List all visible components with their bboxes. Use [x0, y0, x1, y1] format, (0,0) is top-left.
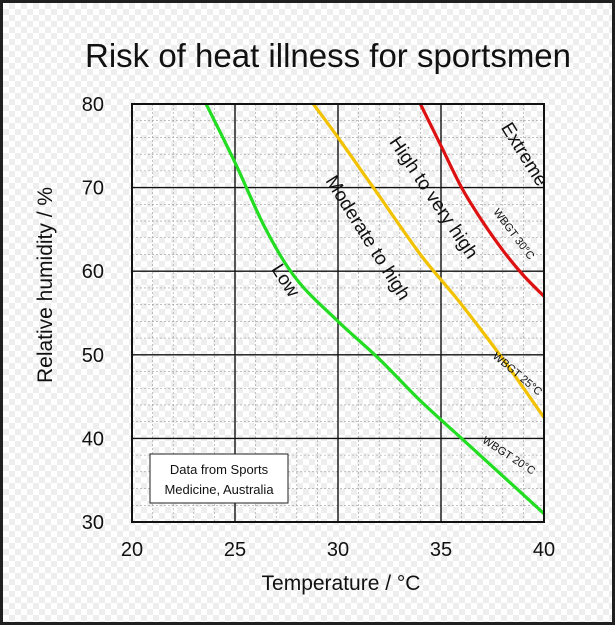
y-tick-label: 70 [82, 178, 104, 200]
y-axis-label: Relative humidity / % [34, 187, 57, 383]
heat-illness-chart: Risk of heat illness for sportsmen Tempe… [34, 37, 571, 595]
zone-label: Low [267, 260, 304, 301]
x-tick-label: 25 [224, 539, 246, 561]
tick-labels: 20 25 30 35 40 30 40 50 60 70 80 [82, 94, 555, 561]
wbgt-curve [204, 104, 544, 516]
wbgt-curve [418, 104, 544, 298]
source-note-line-2: Medicine, Australia [164, 482, 274, 497]
y-tick-label: 80 [82, 94, 104, 116]
major-grid [132, 104, 544, 522]
x-tick-label: 35 [430, 539, 452, 561]
wbgt-curves [204, 104, 544, 516]
zone-label: Moderate to high [321, 172, 414, 304]
y-tick-label: 60 [82, 261, 104, 283]
wbgt-curve-label: WBGT 30°C [490, 207, 536, 263]
source-note-line-1: Data from Sports [170, 462, 269, 477]
source-note-box [149, 453, 289, 504]
wbgt-curve-label: WBGT 25°C [490, 350, 544, 398]
x-tick-label: 40 [533, 539, 555, 561]
x-tick-label: 30 [327, 539, 349, 561]
y-tick-label: 50 [82, 345, 104, 367]
y-tick-label: 40 [82, 428, 104, 450]
chart-frame: Risk of heat illness for sportsmen Tempe… [3, 3, 612, 622]
wbgt-curve-label: WBGT 20°C [480, 434, 537, 477]
plot-border [131, 103, 545, 523]
chart-title: Risk of heat illness for sportsmen [85, 37, 571, 74]
source-note: Data from Sports Medicine, Australia [149, 453, 289, 504]
wbgt-curve [311, 104, 544, 420]
x-tick-label: 20 [121, 539, 143, 561]
y-tick-label: 30 [82, 512, 104, 534]
x-axis-label: Temperature / °C [262, 572, 421, 595]
